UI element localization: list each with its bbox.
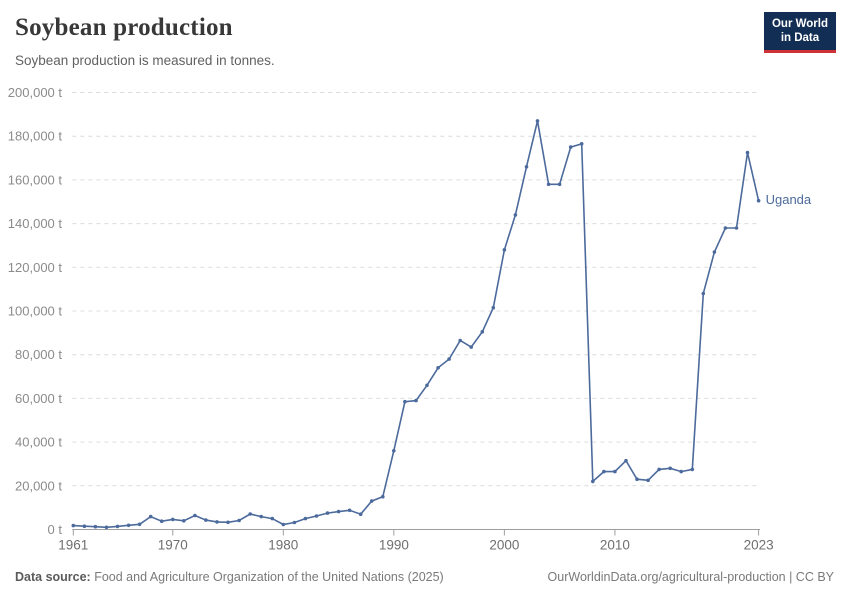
svg-text:2023: 2023 bbox=[744, 538, 774, 553]
svg-text:1970: 1970 bbox=[158, 538, 188, 553]
owid-logo-line2: in Data bbox=[780, 32, 820, 45]
chart-footer: Data source: Food and Agriculture Organi… bbox=[15, 570, 834, 584]
svg-text:180,000 t: 180,000 t bbox=[8, 129, 63, 144]
data-source-text: Food and Agriculture Organization of the… bbox=[90, 570, 444, 584]
y-gridlines bbox=[72, 92, 760, 530]
data-source-note: Data source: Food and Agriculture Organi… bbox=[15, 570, 444, 584]
svg-text:2000: 2000 bbox=[489, 538, 519, 553]
y-tick-labels: 0 t 20,000 t 40,000 t 60,000 t 80,000 t 100,0… bbox=[8, 85, 63, 537]
chart-subtitle: Soybean production is measured in tonnes… bbox=[15, 53, 275, 68]
data-line-uganda bbox=[73, 120, 760, 529]
owid-logo-line1: Our World bbox=[771, 18, 828, 30]
x-axis: 1961 1970 1980 1990 2000 2010 2023 bbox=[58, 529, 774, 553]
svg-text:100,000 t: 100,000 t bbox=[8, 304, 63, 319]
svg-text:60,000 t: 60,000 t bbox=[15, 391, 62, 406]
svg-text:1980: 1980 bbox=[268, 538, 298, 553]
svg-text:1990: 1990 bbox=[379, 538, 409, 553]
data-source-label: Data source: bbox=[15, 570, 91, 584]
svg-text:2010: 2010 bbox=[600, 538, 630, 553]
series-label-uganda: Uganda bbox=[765, 191, 812, 207]
data-points bbox=[71, 119, 761, 530]
svg-text:20,000 t: 20,000 t bbox=[15, 478, 62, 493]
svg-text:200,000 t: 200,000 t bbox=[8, 85, 63, 100]
svg-text:40,000 t: 40,000 t bbox=[15, 435, 62, 450]
chart-title: Soybean production bbox=[15, 14, 233, 41]
svg-text:1961: 1961 bbox=[58, 538, 88, 553]
owid-logo: Our World in Data bbox=[763, 12, 836, 53]
svg-text:140,000 t: 140,000 t bbox=[8, 216, 63, 231]
svg-text:0 t: 0 t bbox=[48, 522, 63, 537]
svg-text:120,000 t: 120,000 t bbox=[8, 260, 63, 275]
svg-text:80,000 t: 80,000 t bbox=[15, 347, 62, 362]
credit-line: OurWorldinData.org/agricultural-producti… bbox=[547, 570, 834, 584]
svg-text:160,000 t: 160,000 t bbox=[8, 172, 63, 187]
